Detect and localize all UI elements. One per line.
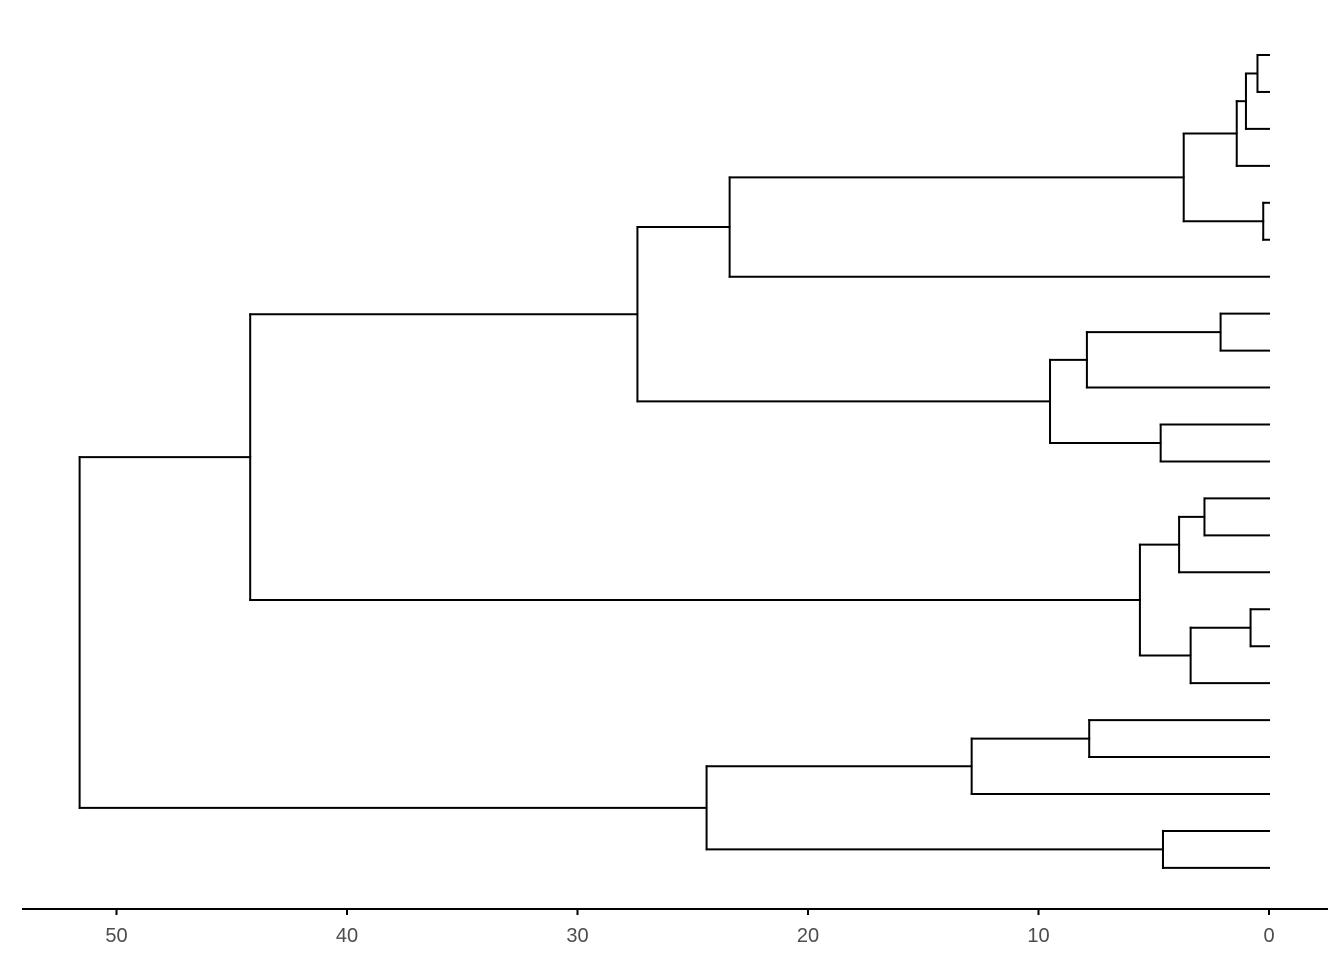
x-tick-label-40: 40 bbox=[336, 925, 358, 947]
x-tick-label-30: 30 bbox=[566, 925, 588, 947]
x-tick-label-0: 0 bbox=[1263, 925, 1274, 947]
x-tick-label-20: 20 bbox=[797, 925, 819, 947]
dendrogram-branches bbox=[78, 54, 1270, 869]
x-tick-label-10: 10 bbox=[1027, 925, 1049, 947]
x-axis: 50 40 30 20 10 0 bbox=[22, 908, 1328, 947]
x-axis-ticks: 50 40 30 20 10 0 bbox=[105, 909, 1275, 947]
x-tick-label-50: 50 bbox=[105, 925, 127, 947]
